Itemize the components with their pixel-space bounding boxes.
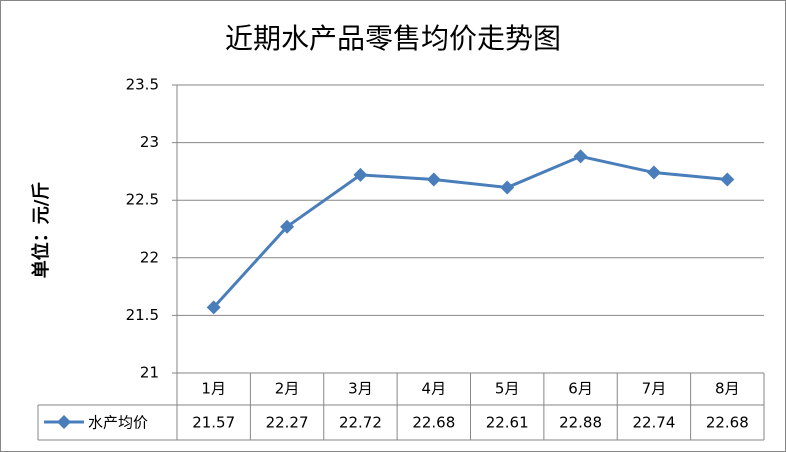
series-line	[212, 154, 728, 309]
legend-label: 水产均价	[88, 414, 148, 432]
y-tick-label: 23	[140, 133, 159, 151]
series-marker	[353, 167, 368, 182]
table-value: 22.68	[412, 414, 455, 432]
legend-marker	[57, 415, 71, 429]
table-value: 22.74	[632, 414, 675, 432]
y-tick-label: 21	[140, 364, 159, 382]
series-marker	[573, 149, 588, 164]
x-tick-label: 7月	[642, 380, 667, 398]
x-tick-label: 2月	[275, 380, 300, 398]
x-tick-label: 8月	[715, 380, 740, 398]
x-tick-label: 5月	[495, 380, 520, 398]
table-value: 22.61	[486, 414, 529, 432]
y-axis-label: 单位：元/斤	[30, 182, 52, 279]
y-tick-label: 22	[140, 248, 159, 266]
table-value: 22.88	[559, 414, 602, 432]
x-tick-label: 4月	[422, 380, 447, 398]
series-marker	[500, 180, 515, 195]
table-value: 22.72	[339, 414, 382, 432]
series-marker	[280, 219, 295, 234]
y-tick-label: 23.5	[126, 76, 159, 94]
y-tick-label: 21.5	[126, 306, 159, 324]
series-marker	[206, 300, 221, 315]
table-value: 22.27	[266, 414, 309, 432]
series-marker	[720, 172, 735, 187]
x-tick-label: 3月	[348, 380, 373, 398]
series-marker	[646, 165, 661, 180]
series-marker	[426, 172, 441, 187]
table-value: 22.68	[706, 414, 749, 432]
y-tick-label: 22.5	[126, 191, 159, 209]
x-tick-label: 6月	[568, 380, 593, 398]
table-value: 21.57	[192, 414, 235, 432]
chart-title: 近期水产品零售均价走势图	[225, 22, 561, 55]
x-tick-label: 1月	[201, 380, 226, 398]
